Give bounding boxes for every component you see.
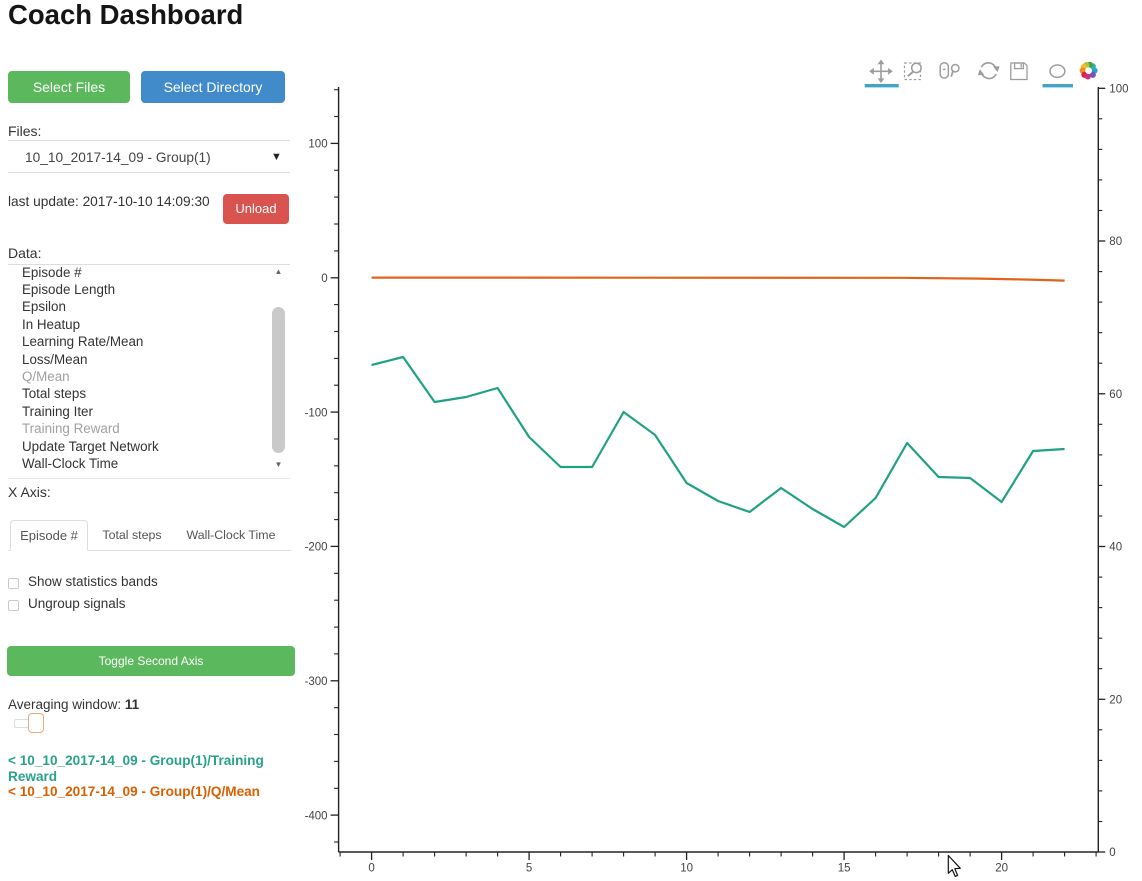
svg-text:60: 60	[1109, 389, 1122, 401]
svg-text:10: 10	[680, 863, 693, 875]
svg-text:0: 0	[368, 863, 374, 875]
svg-text:5: 5	[526, 863, 532, 875]
svg-text:20: 20	[1109, 695, 1122, 707]
svg-text:-200: -200	[305, 542, 328, 554]
svg-text:100: 100	[308, 139, 327, 151]
svg-text:0: 0	[321, 273, 327, 285]
svg-text:40: 40	[1109, 542, 1122, 554]
svg-text:15: 15	[838, 863, 851, 875]
svg-text:-100: -100	[305, 407, 328, 419]
svg-text:20: 20	[995, 863, 1008, 875]
svg-text:80: 80	[1109, 236, 1122, 248]
svg-text:-400: -400	[305, 810, 328, 822]
svg-text:0: 0	[1109, 847, 1115, 859]
svg-text:-300: -300	[305, 676, 328, 688]
svg-text:100: 100	[1109, 84, 1128, 96]
